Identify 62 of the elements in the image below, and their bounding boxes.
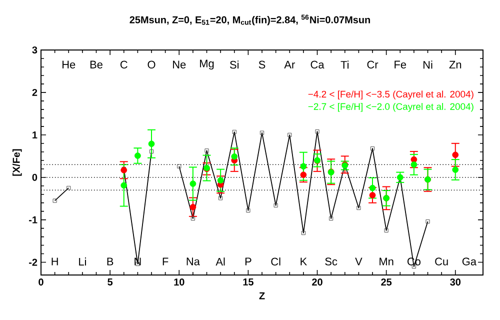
point bbox=[410, 156, 418, 163]
annotation: Na bbox=[186, 258, 200, 266]
annotation: Fe bbox=[394, 60, 406, 68]
annotation: K bbox=[300, 258, 307, 266]
x-tick-label: 0 bbox=[38, 278, 44, 286]
x-tick-label: 20 bbox=[312, 278, 322, 286]
y-tick-label: 0 bbox=[32, 174, 38, 181]
annotation: C bbox=[120, 60, 128, 69]
point bbox=[134, 152, 141, 159]
point bbox=[369, 192, 376, 198]
point bbox=[369, 184, 376, 192]
point bbox=[300, 163, 307, 170]
y-axis-title: [X/Fe] bbox=[12, 149, 22, 176]
x-tick-label: 25 bbox=[381, 278, 392, 286]
annotation: Cr bbox=[367, 60, 378, 69]
annotation: Sc bbox=[325, 258, 338, 266]
x-axis-title: Z bbox=[259, 292, 265, 300]
annotation: H bbox=[52, 258, 58, 266]
annotation: Cl bbox=[271, 257, 280, 266]
annotation: Ar bbox=[284, 60, 295, 68]
annotation: Li bbox=[79, 258, 86, 266]
annotation: Cu bbox=[435, 258, 448, 266]
annotation: Mg bbox=[200, 60, 214, 70]
point bbox=[231, 153, 238, 160]
point bbox=[190, 180, 196, 187]
annotation: Mn bbox=[380, 258, 394, 266]
annotation: Ca bbox=[310, 60, 324, 69]
x-tick-label: 5 bbox=[108, 278, 113, 286]
annotation: P bbox=[245, 258, 252, 266]
x-tick-label: 15 bbox=[243, 278, 254, 286]
annotation: F bbox=[162, 258, 168, 266]
annotation: Ga bbox=[462, 258, 477, 266]
y-tick-label: -1 bbox=[29, 216, 38, 224]
annotation: He bbox=[62, 60, 76, 68]
annotation: B bbox=[107, 258, 114, 266]
point bbox=[120, 166, 128, 174]
point bbox=[452, 152, 459, 158]
text: −4.2 < [Fe/H] <−3.5 (Cayrel et al. 2004) bbox=[308, 90, 474, 100]
annotation: Ne bbox=[173, 60, 186, 68]
annotation: Be bbox=[90, 60, 102, 68]
annotation: S bbox=[258, 60, 266, 69]
point bbox=[190, 204, 196, 210]
text: −2.7 < [Fe/H] <−2.0 (Cayrel et al. 2004) bbox=[308, 102, 474, 112]
y-tick-label: 2 bbox=[32, 88, 38, 96]
annotation: Al bbox=[216, 258, 225, 266]
point bbox=[148, 140, 155, 148]
point bbox=[452, 166, 459, 173]
annotation: Ni bbox=[423, 60, 432, 69]
point bbox=[410, 161, 418, 168]
y-tick-label: -2 bbox=[29, 258, 38, 266]
x-tick-label: 10 bbox=[174, 278, 184, 286]
chart-title: 25Msun, Z=0, E$_{51}$=20, M$_{cut}$(fin)=2.84, $^{56}$Ni=0.07Msun bbox=[130, 14, 370, 26]
point bbox=[120, 182, 128, 189]
annotation: Zn bbox=[449, 60, 462, 68]
annotation: O bbox=[148, 60, 156, 69]
annotation: Ti bbox=[340, 60, 349, 69]
annotation: Si bbox=[230, 60, 239, 69]
y-tick-label: 1 bbox=[32, 131, 38, 138]
y-tick-label: 3 bbox=[32, 46, 38, 54]
x-tick-label: 30 bbox=[450, 278, 461, 286]
point bbox=[300, 172, 307, 178]
annotation: V bbox=[355, 258, 362, 266]
